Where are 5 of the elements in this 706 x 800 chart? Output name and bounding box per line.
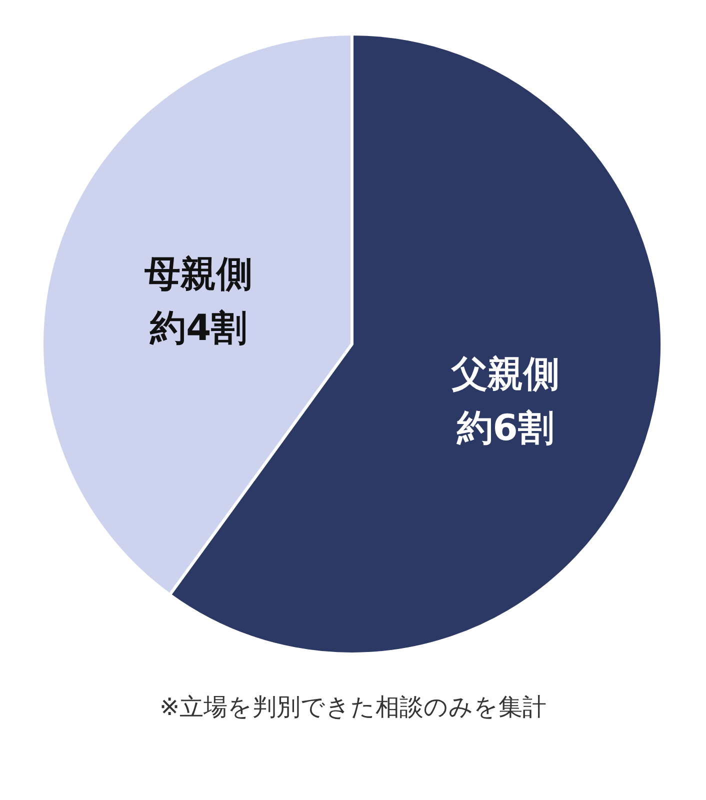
data-label: 約6割 [456, 408, 554, 449]
data-label: 約4割 [149, 308, 248, 350]
slice-label: 母親側 [144, 254, 253, 296]
slice-label: 父親側 [450, 354, 560, 395]
text: ※立場を判別できた相談のみを集計 [159, 693, 547, 721]
